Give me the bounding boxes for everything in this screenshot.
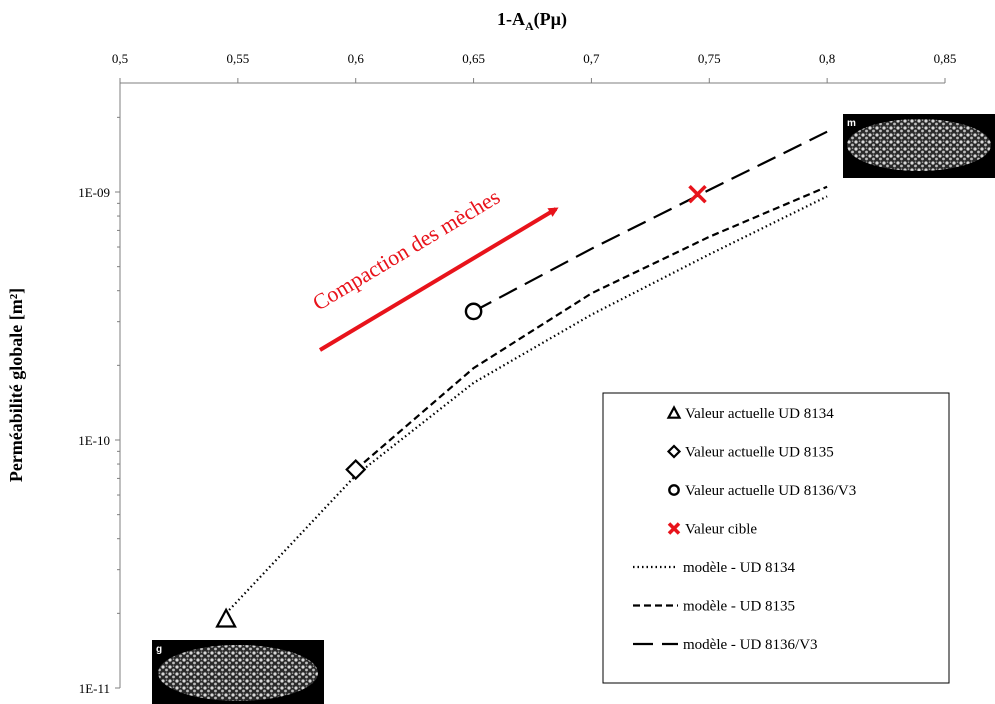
legend-item: modèle - UD 8135	[633, 599, 795, 615]
legend-label: modèle - UD 8135	[683, 599, 795, 615]
series-line-mod-le-ud-8136-v3	[473, 130, 828, 313]
legend-label: Valeur actuelle UD 8136/V3	[685, 483, 856, 499]
x-axis-title-suffix: (Pµ)	[534, 9, 567, 30]
legend-label: modèle - UD 8136/V3	[683, 637, 818, 653]
y-axis-title: Perméabilité globale [m²]	[6, 288, 26, 482]
legend: Valeur actuelle UD 8134 Valeur actuelle U…	[602, 392, 950, 684]
plot-lines	[225, 130, 828, 615]
series-line-mod-le-ud-8135	[354, 185, 828, 471]
x-tick-label: 0,85	[934, 51, 957, 66]
legend-symbol-triangle	[666, 405, 682, 419]
x-ticks: 0,5 0,55 0,6 0,65 0,7 0,75 0,8 0,85	[112, 51, 957, 83]
x-tick-label: 0,75	[698, 51, 721, 66]
compaction-arrow	[318, 207, 559, 352]
legend-item: modèle - UD 8134	[633, 560, 796, 576]
series-line-mod-le-ud-8134	[225, 195, 828, 615]
inset-label-m: m	[847, 118, 856, 129]
legend-item: Valeur actuelle UD 8134	[666, 405, 834, 422]
legend-item: modèle - UD 8136/V3	[633, 637, 818, 653]
legend-box	[602, 392, 950, 684]
compaction-annotation: Compaction des mèches	[308, 184, 559, 352]
data-point-x	[688, 184, 707, 204]
x-tick-label: 0,55	[226, 51, 249, 66]
legend-symbol-x	[667, 522, 681, 535]
y-tick-label: 1E-10	[78, 433, 110, 448]
legend-label: modèle - UD 8134	[683, 560, 796, 576]
data-point-circle	[464, 302, 483, 321]
x-tick-label: 0,6	[348, 51, 365, 66]
x-tick-label: 0,7	[583, 51, 600, 66]
x-tick-label: 0,5	[112, 51, 128, 66]
plot-markers	[215, 184, 707, 628]
micrograph-inset-g: g	[152, 640, 324, 704]
x-axis-title: 1-AA(Pµ)	[497, 9, 567, 33]
y-tick-label: 1E-09	[78, 185, 110, 200]
inset-label-g: g	[156, 644, 162, 655]
legend-items: Valeur actuelle UD 8134 Valeur actuelle U…	[633, 405, 856, 653]
legend-symbol-diamond	[666, 444, 682, 459]
compaction-annotation-label: Compaction des mèches	[308, 184, 504, 316]
data-point-diamond	[345, 459, 367, 481]
legend-label: Valeur actuelle UD 8135	[685, 445, 834, 461]
y-tick-label: 1E-11	[79, 681, 110, 696]
legend-symbol-circle	[668, 484, 680, 496]
x-axis-title-subscript: A	[525, 19, 534, 33]
axes	[119, 82, 945, 688]
legend-label: Valeur actuelle UD 8134	[685, 406, 834, 422]
x-axis-title-prefix: 1-A	[497, 9, 525, 29]
micrograph-inset-m: m	[843, 114, 995, 178]
x-tick-label: 0,65	[462, 51, 485, 66]
legend-item: Valeur cible	[667, 522, 757, 538]
legend-item: Valeur actuelle UD 8136/V3	[668, 483, 856, 499]
legend-item: Valeur actuelle UD 8135	[666, 444, 834, 461]
data-point-triangle	[215, 607, 237, 628]
x-tick-label: 0,8	[819, 51, 835, 66]
y-ticks: 1E-11 1E-10 1E-09	[78, 116, 120, 696]
legend-label: Valeur cible	[685, 522, 757, 538]
